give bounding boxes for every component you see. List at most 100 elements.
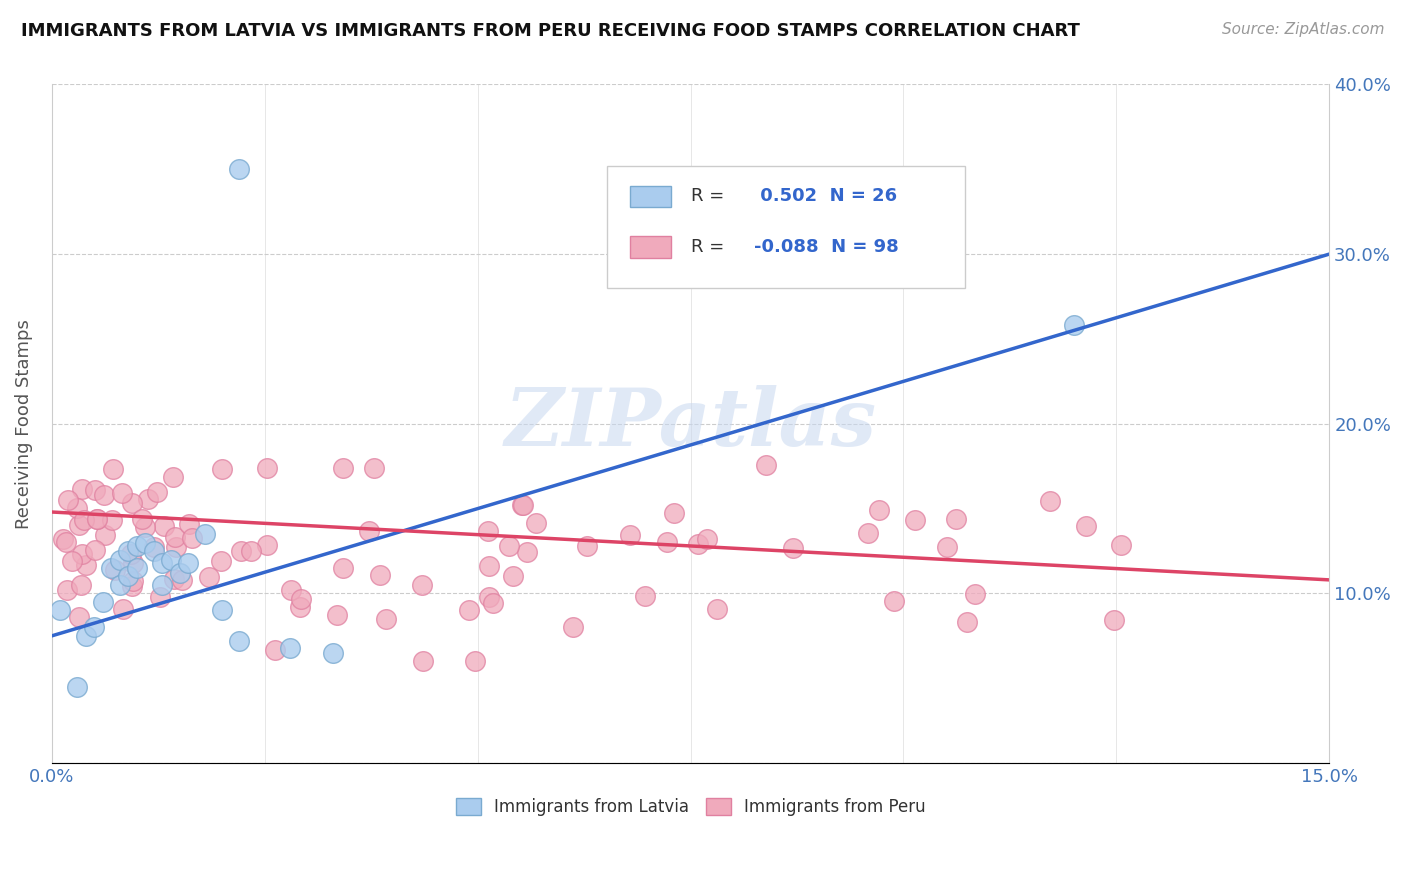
Point	[332, 561, 354, 575]
Point	[1063, 318, 1085, 333]
Point	[228, 162, 250, 177]
Point	[125, 561, 148, 575]
Point	[332, 461, 354, 475]
Point	[478, 559, 501, 574]
Point	[412, 654, 434, 668]
Point	[160, 552, 183, 566]
Point	[868, 503, 890, 517]
Point	[165, 540, 187, 554]
Point	[67, 518, 90, 533]
Point	[104, 563, 127, 577]
Point	[52, 532, 75, 546]
Point	[121, 496, 143, 510]
Text: R =: R =	[690, 238, 730, 256]
Point	[1109, 538, 1132, 552]
Point	[94, 527, 117, 541]
Point	[634, 589, 657, 603]
Point	[110, 485, 132, 500]
Point	[211, 603, 233, 617]
Text: ZIPatlas: ZIPatlas	[505, 385, 876, 463]
Point	[177, 556, 200, 570]
Point	[211, 462, 233, 476]
Point	[477, 524, 499, 538]
Bar	[630, 186, 671, 207]
Point	[100, 561, 122, 575]
Point	[411, 578, 433, 592]
Bar	[630, 236, 671, 258]
Point	[84, 483, 107, 498]
Point	[93, 487, 115, 501]
Point	[180, 531, 202, 545]
Point	[84, 543, 107, 558]
Point	[904, 513, 927, 527]
Point	[142, 540, 165, 554]
Point	[75, 629, 97, 643]
Point	[73, 513, 96, 527]
Point	[322, 646, 344, 660]
Point	[524, 516, 547, 530]
Point	[122, 556, 145, 570]
Point	[512, 498, 534, 512]
Point	[75, 558, 97, 572]
Point	[458, 603, 481, 617]
Point	[482, 596, 505, 610]
Text: 0.502  N = 26: 0.502 N = 26	[755, 187, 897, 205]
Point	[100, 513, 122, 527]
Point	[66, 501, 89, 516]
Point	[1039, 493, 1062, 508]
Point	[134, 520, 156, 534]
Point	[165, 530, 187, 544]
Point	[172, 574, 194, 588]
Point	[142, 544, 165, 558]
Point	[1102, 613, 1125, 627]
Point	[108, 578, 131, 592]
Point	[478, 590, 501, 604]
Point	[956, 615, 979, 630]
Point	[198, 570, 221, 584]
Point	[60, 554, 83, 568]
Point	[148, 590, 170, 604]
Point	[883, 594, 905, 608]
Point	[162, 572, 184, 586]
Point	[1074, 519, 1097, 533]
Point	[86, 512, 108, 526]
Point	[240, 544, 263, 558]
Point	[83, 620, 105, 634]
Point	[121, 579, 143, 593]
Point	[101, 462, 124, 476]
Point	[152, 578, 174, 592]
Point	[91, 595, 114, 609]
Point	[686, 537, 709, 551]
Point	[782, 541, 804, 555]
Point	[368, 567, 391, 582]
Point	[936, 540, 959, 554]
Point	[117, 569, 139, 583]
Point	[256, 538, 278, 552]
Point	[290, 591, 312, 606]
Bar	[607, 166, 965, 288]
Text: R =: R =	[690, 187, 730, 205]
Point	[152, 556, 174, 570]
Point	[70, 482, 93, 496]
Point	[696, 532, 718, 546]
Point	[498, 540, 520, 554]
Point	[706, 602, 728, 616]
Point	[55, 535, 77, 549]
Point	[561, 620, 583, 634]
Point	[125, 539, 148, 553]
Point	[363, 460, 385, 475]
Y-axis label: Receiving Food Stamps: Receiving Food Stamps	[15, 318, 32, 529]
Point	[662, 506, 685, 520]
Point	[963, 587, 986, 601]
Point	[278, 640, 301, 655]
Point	[179, 517, 201, 532]
Point	[464, 654, 486, 668]
Point	[209, 554, 232, 568]
Point	[145, 484, 167, 499]
Point	[280, 583, 302, 598]
Point	[169, 566, 191, 580]
Point	[576, 539, 599, 553]
Point	[194, 527, 217, 541]
Point	[117, 544, 139, 558]
Point	[66, 680, 89, 694]
